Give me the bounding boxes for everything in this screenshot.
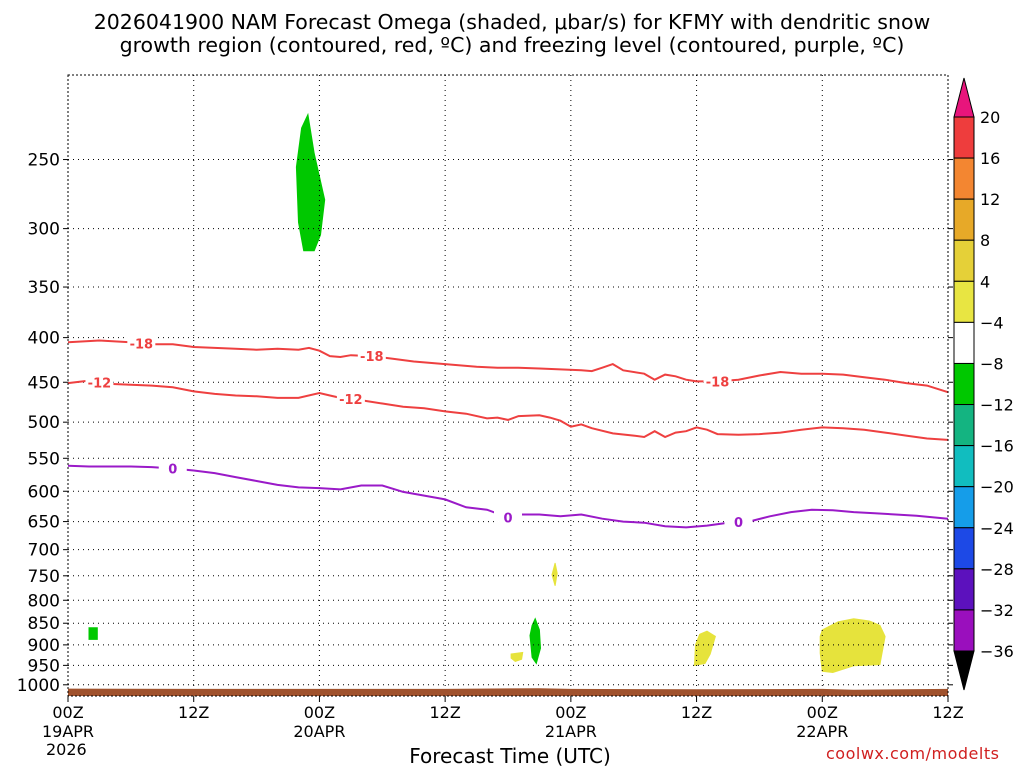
- y-tick-label-5: 500: [28, 413, 60, 433]
- contour-label-2-1: 0: [503, 511, 512, 526]
- y-tick-label-4: 450: [28, 373, 60, 393]
- ground-surface: [68, 688, 948, 696]
- colorbar-cell-6: [953, 362, 975, 406]
- y-tick-label-14: 950: [28, 656, 60, 676]
- y-tick-label-7: 600: [28, 482, 60, 502]
- colorbar-label-8: −16: [980, 437, 1014, 456]
- contour-label-bg-0-1: [357, 348, 386, 365]
- contour-line-0: [67, 339, 949, 394]
- x-tick-label-3: 12Z: [429, 703, 460, 722]
- x-tick-date-2: 20APR: [293, 722, 345, 741]
- x-tick-label-4: 00Z: [555, 703, 586, 722]
- y-tick-label-13: 900: [28, 636, 60, 656]
- colorbar-label-11: −28: [980, 560, 1014, 579]
- omega-region-6: [819, 618, 886, 674]
- colorbar-cell-10: [953, 527, 975, 570]
- y-tick-label-2: 350: [28, 278, 60, 298]
- colorbar-label-6: −8: [980, 354, 1004, 373]
- colorbar-cell-1: [953, 157, 975, 200]
- chart-title-line1: 2026041900 NAM Forecast Omega (shaded, μ…: [93, 10, 931, 34]
- colorbar-cell-12: [953, 609, 975, 652]
- y-tick-label-15: 1000: [17, 676, 60, 696]
- contour-label-1-1: -12: [339, 393, 363, 408]
- contour-label-2-0: 0: [168, 462, 177, 477]
- y-tick-label-11: 800: [28, 591, 60, 611]
- colorbar-cell-9: [953, 486, 975, 529]
- colorbar-label-3: 8: [980, 231, 990, 250]
- omega-region-2: [529, 617, 542, 665]
- colorbar-label-9: −20: [980, 478, 1014, 497]
- start-year: 2026: [46, 740, 87, 759]
- colorbar-cell-2: [953, 198, 975, 241]
- contour-line-1: [67, 379, 949, 441]
- colorbar-label-0: 20: [980, 108, 1000, 127]
- omega-region-5: [693, 630, 716, 667]
- x-tick-label-5: 12Z: [681, 703, 712, 722]
- credit-link[interactable]: coolwx.com/modelts: [826, 744, 1000, 763]
- y-tick-label-12: 850: [28, 614, 60, 634]
- x-tick-label-1: 12Z: [178, 703, 209, 722]
- colorbar-cell-8: [953, 445, 975, 488]
- contour-label-0-2: -18: [706, 375, 730, 390]
- contour-label-bg-0-2: [703, 373, 732, 390]
- contour-label-2-2: 0: [734, 516, 743, 531]
- x-axis-label: Forecast Time (UTC): [409, 744, 611, 768]
- y-tick-label-10: 750: [28, 567, 60, 587]
- colorbar-cell-5: [953, 321, 975, 364]
- colorbar-label-10: −24: [980, 519, 1014, 538]
- y-tick-label-6: 550: [28, 449, 60, 469]
- x-tick-label-7: 12Z: [932, 703, 963, 722]
- y-tick-label-3: 400: [28, 329, 60, 349]
- plot-frame: [67, 74, 949, 697]
- colorbar-cell-4: [953, 280, 975, 323]
- omega-region-4: [551, 562, 558, 586]
- colorbar-cell-11: [953, 568, 975, 611]
- contour-label-bg-1-1: [336, 391, 365, 408]
- x-tick-label-0: 00Z: [52, 703, 83, 722]
- chart-title-line2: growth region (contoured, red, ºC) and f…: [119, 33, 905, 57]
- colorbar-label-4: 4: [980, 272, 990, 291]
- colorbar-label-5: −4: [980, 313, 1004, 332]
- colorbar-top-arrow: [953, 77, 975, 118]
- x-tick-date-4: 21APR: [545, 722, 597, 741]
- colorbar-cell-7: [953, 404, 975, 447]
- colorbar-label-13: −36: [980, 642, 1014, 661]
- omega-region-1: [88, 627, 98, 640]
- contour-label-1-0: -12: [88, 376, 112, 391]
- omega-region-3: [510, 651, 524, 662]
- colorbar-label-7: −12: [980, 396, 1014, 415]
- y-tick-label-8: 650: [28, 513, 60, 533]
- contour-label-0-0: -18: [130, 337, 154, 352]
- contour-label-0-1: -18: [360, 350, 384, 365]
- x-tick-date-0: 19APR: [42, 722, 94, 741]
- contour-label-bg-0-0: [127, 335, 156, 352]
- y-tick-label-1: 300: [28, 220, 60, 240]
- colorbar-label-1: 16: [980, 149, 1000, 168]
- x-tick-label-2: 00Z: [304, 703, 335, 722]
- x-tick-date-6: 22APR: [796, 722, 848, 741]
- y-tick-label-0: 250: [28, 151, 60, 171]
- contour-label-bg-2-0: [158, 460, 187, 477]
- colorbar-label-2: 12: [980, 190, 1000, 209]
- colorbar-cell-0: [953, 116, 975, 159]
- contour-label-bg-2-1: [494, 509, 522, 526]
- colorbar-label-12: −32: [980, 601, 1014, 620]
- y-tick-label-9: 700: [28, 541, 60, 561]
- omega-region-0: [295, 112, 326, 252]
- contour-label-bg-1-0: [85, 374, 114, 391]
- contour-label-bg-2-2: [724, 514, 753, 531]
- colorbar-cell-3: [953, 239, 975, 282]
- colorbar-bottom-arrow: [953, 650, 975, 691]
- x-tick-label-6: 00Z: [807, 703, 838, 722]
